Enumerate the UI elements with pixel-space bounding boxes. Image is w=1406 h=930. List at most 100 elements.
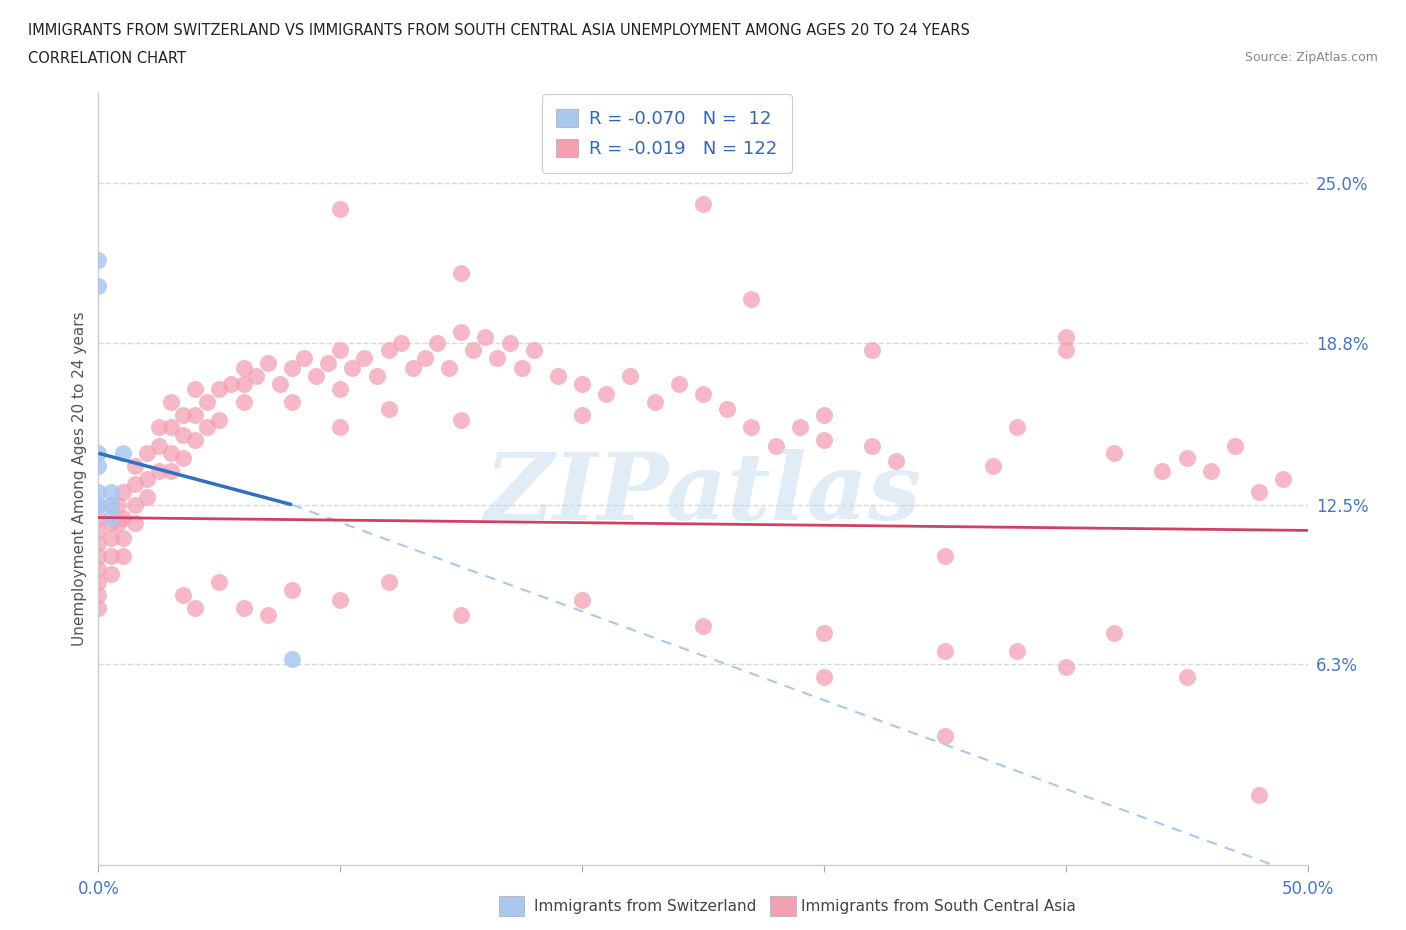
Point [934,549,956,564]
Point [100,566,122,581]
Point [1054,343,1077,358]
Point [160,420,183,435]
Point [450,608,472,623]
Point [160,464,183,479]
Point [232,394,254,409]
Point [329,381,352,396]
Point [571,377,593,392]
Point [860,438,883,453]
Point [87,485,110,499]
Point [1102,445,1125,460]
Point [87,510,110,525]
Point [934,729,956,744]
Point [208,575,231,590]
Point [111,531,134,546]
Point [100,498,122,512]
Point [644,394,666,409]
Text: Source: ZipAtlas.com: Source: ZipAtlas.com [1244,51,1378,64]
Point [281,361,304,376]
Point [813,626,835,641]
Point [148,464,170,479]
Point [135,489,157,504]
Point [740,420,762,435]
Point [124,458,146,473]
Point [377,343,399,358]
Point [172,428,194,443]
Point [571,407,593,422]
Point [377,402,399,417]
Point [172,451,194,466]
Y-axis label: Unemployment Among Ages 20 to 24 years: Unemployment Among Ages 20 to 24 years [72,312,87,646]
Text: IMMIGRANTS FROM SWITZERLAND VS IMMIGRANTS FROM SOUTH CENTRAL ASIA UNEMPLOYMENT A: IMMIGRANTS FROM SWITZERLAND VS IMMIGRANT… [28,23,970,38]
Text: Immigrants from Switzerland: Immigrants from Switzerland [534,899,756,914]
Point [740,291,762,306]
Point [195,420,218,435]
Point [148,438,170,453]
Point [498,335,520,350]
Point [305,368,328,383]
Point [1054,330,1077,345]
Point [510,361,533,376]
Point [87,498,110,512]
Point [100,510,122,525]
Point [813,433,835,448]
Point [87,445,110,460]
Point [232,377,254,392]
Point [413,351,436,365]
Point [208,381,231,396]
Point [1272,472,1295,486]
Point [281,652,304,667]
Point [934,644,956,658]
Point [87,253,110,268]
Point [353,351,375,365]
Point [402,361,425,376]
Point [232,361,254,376]
Text: CORRELATION CHART: CORRELATION CHART [28,51,186,66]
Text: Immigrants from South Central Asia: Immigrants from South Central Asia [801,899,1077,914]
Point [1199,464,1222,479]
Point [595,387,617,402]
Point [87,498,110,512]
Point [692,387,714,402]
Point [87,458,110,473]
Point [87,549,110,564]
Text: ZIPatlas: ZIPatlas [485,449,921,539]
Point [886,454,908,469]
Point [329,420,352,435]
Point [813,670,835,684]
Point [87,588,110,603]
Point [184,600,207,615]
Point [160,394,183,409]
Point [437,361,460,376]
Point [1152,464,1174,479]
Point [184,433,207,448]
Point [450,325,472,339]
Point [692,618,714,633]
Point [100,485,122,499]
Point [111,485,134,499]
Point [547,368,569,383]
Point [316,356,339,371]
Point [426,335,449,350]
Point [87,536,110,551]
Point [124,477,146,492]
Point [160,445,183,460]
Point [100,515,122,530]
Point [1102,626,1125,641]
Point [87,575,110,590]
Point [813,407,835,422]
Point [1249,788,1271,803]
Point [281,394,304,409]
Point [87,562,110,577]
Point [172,407,194,422]
Point [87,600,110,615]
Point [135,445,157,460]
Point [1249,485,1271,499]
Point [256,356,278,371]
Point [789,420,811,435]
Point [1223,438,1246,453]
Point [389,335,412,350]
Point [668,377,690,392]
Point [256,608,278,623]
Point [329,592,352,607]
